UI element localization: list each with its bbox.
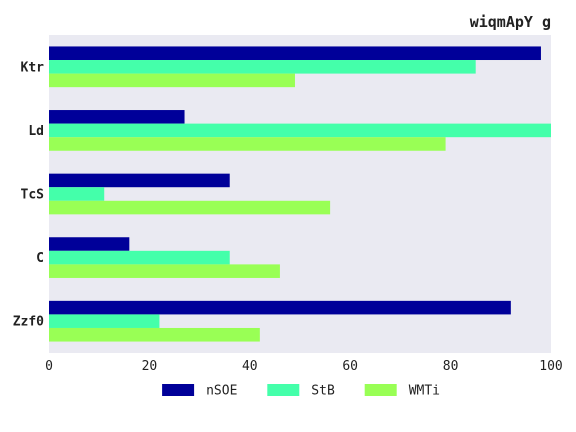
bar-nSOE-Ld bbox=[49, 110, 185, 124]
x-tick-label: 100 bbox=[539, 359, 562, 374]
category-label: Ld bbox=[28, 124, 44, 139]
x-tick-label: 40 bbox=[242, 359, 258, 374]
bar-WMTi-Ktr bbox=[49, 73, 295, 88]
x-tick-label: 20 bbox=[142, 359, 158, 374]
bar-nSOE-TcS bbox=[49, 173, 230, 188]
legend-label-nSOE: nSOE bbox=[206, 384, 237, 399]
chart-title: wiqmApY g bbox=[470, 13, 551, 31]
bar-nSOE-C bbox=[49, 237, 130, 251]
bar-StB-Zzf0 bbox=[49, 314, 160, 328]
bar-WMTi-Ld bbox=[49, 137, 446, 151]
category-labels: Ktr Ld TcS C Zzf0 bbox=[13, 60, 44, 329]
bar-WMTi-TcS bbox=[49, 200, 331, 215]
legend-swatch-nSOE bbox=[162, 384, 195, 396]
bar-StB-Ld bbox=[49, 123, 551, 138]
bar-nSOE-Ktr bbox=[49, 46, 541, 61]
legend-swatch-StB bbox=[267, 384, 300, 396]
x-tick-label: 0 bbox=[45, 359, 53, 374]
category-label: C bbox=[36, 251, 44, 266]
legend-label-StB: StB bbox=[311, 384, 335, 399]
category-label: TcS bbox=[21, 188, 45, 203]
x-tick-label: 60 bbox=[342, 359, 358, 374]
legend-label-WMTi: WMTi bbox=[409, 384, 440, 399]
legend: nSOE StB WMTi bbox=[162, 384, 440, 399]
bar-nSOE-Zzf0 bbox=[49, 300, 511, 315]
bar-StB-Ktr bbox=[49, 60, 476, 74]
category-label: Zzf0 bbox=[13, 315, 44, 330]
bar-StB-C bbox=[49, 250, 230, 265]
legend-swatch-WMTi bbox=[364, 384, 397, 396]
plot-area bbox=[49, 35, 551, 353]
bar-StB-TcS bbox=[49, 187, 105, 201]
category-label: Ktr bbox=[21, 60, 45, 75]
bar-WMTi-Zzf0 bbox=[49, 327, 260, 342]
bars-group bbox=[49, 46, 551, 342]
x-tick-labels: 0 20 40 60 80 100 bbox=[45, 359, 563, 374]
bar-WMTi-C bbox=[49, 264, 280, 278]
x-tick-label: 80 bbox=[443, 359, 459, 374]
